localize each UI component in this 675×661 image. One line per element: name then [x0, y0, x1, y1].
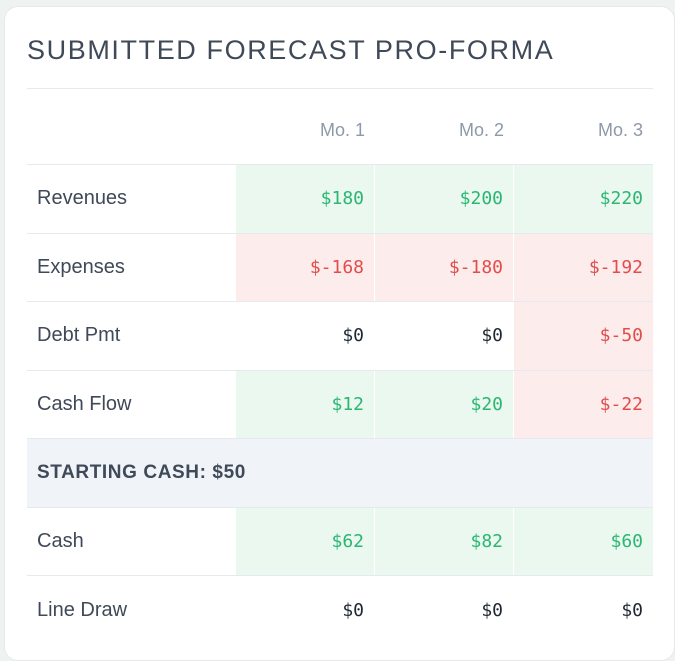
table-cell: $60: [514, 507, 653, 575]
table-row-debt-payment: Debt Pmt $0 $0 $-50: [27, 302, 653, 371]
row-label: Expenses: [37, 255, 125, 278]
card-title: SUBMITTED FORECAST PRO-FORMA: [27, 35, 555, 65]
table-cell: $220: [514, 165, 653, 233]
table-cell: $62: [236, 507, 375, 575]
table-cell: $180: [236, 165, 375, 233]
table-cell: $20: [375, 370, 514, 438]
column-header-month-1: Mo. 1: [319, 120, 365, 140]
row-label: Cash: [37, 529, 84, 552]
table-row-cash-flow: Cash Flow $12 $20 $-22: [27, 370, 653, 439]
table-row-expenses: Expenses $-168 $-180 $-192: [27, 233, 653, 302]
table-cell: $0: [236, 302, 375, 370]
column-header-month-2: Mo. 2: [458, 120, 504, 140]
row-label: Revenues: [37, 187, 128, 210]
table-cell: $0: [375, 302, 514, 370]
pro-forma-table: Mo. 1 Mo. 2 Mo. 3 Revenues $180 $200 $22…: [27, 97, 653, 645]
starting-cash-row: STARTING CASH: $50: [27, 439, 653, 508]
table-cell: $-22: [514, 370, 653, 438]
table-cell: $-50: [514, 302, 653, 370]
table-header-row: Mo. 1 Mo. 2 Mo. 3: [27, 97, 653, 165]
table-cell: $0: [514, 576, 653, 645]
column-header-month-3: Mo. 3: [597, 120, 643, 140]
starting-cash-label: STARTING CASH: $50: [37, 461, 246, 483]
table-row-line-draw: Line Draw $0 $0 $0: [27, 576, 653, 645]
table-cell: $-180: [375, 233, 514, 301]
table-cell: $-168: [236, 233, 375, 301]
table-row-revenues: Revenues $180 $200 $220: [27, 165, 653, 234]
title-divider: [27, 88, 653, 89]
table-cell: $200: [375, 165, 514, 233]
row-label: Line Draw: [37, 598, 128, 621]
row-label: Cash Flow: [37, 392, 132, 415]
table-cell: $12: [236, 370, 375, 438]
row-label: Debt Pmt: [37, 324, 121, 347]
table-cell: $0: [375, 576, 514, 645]
table-cell: $-192: [514, 233, 653, 301]
header-label-spacer: [27, 97, 236, 164]
forecast-card: SUBMITTED FORECAST PRO-FORMA Mo. 1 Mo. 2…: [4, 6, 675, 661]
table-row-cash: Cash $62 $82 $60: [27, 507, 653, 576]
table-cell: $0: [236, 576, 375, 645]
table-cell: $82: [375, 507, 514, 575]
